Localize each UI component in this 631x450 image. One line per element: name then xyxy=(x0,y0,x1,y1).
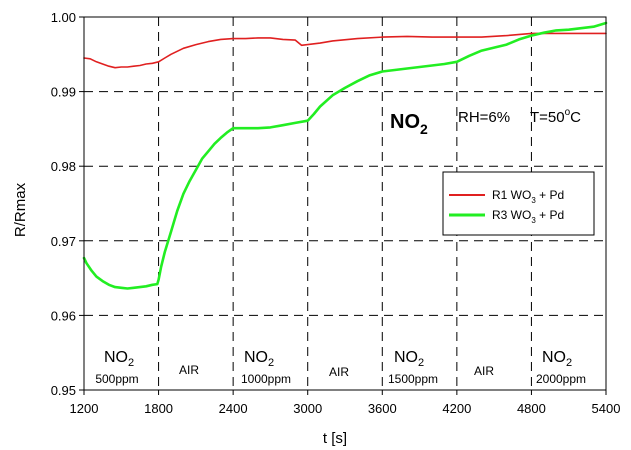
plot-frame xyxy=(83,16,607,391)
x-tick-labels: 1200 1800 2400 3000 3600 4200 4800 5400 xyxy=(70,401,621,416)
x-tick-label: 3000 xyxy=(293,401,322,416)
x-tick-label: 5400 xyxy=(592,401,621,416)
axis-ticks xyxy=(79,16,607,395)
y-tick-label: 0.95 xyxy=(51,383,76,398)
y-tick-label: 0.97 xyxy=(51,234,76,249)
gas-title: NO2 xyxy=(390,111,428,137)
x-tick-label: 2400 xyxy=(219,401,248,416)
phase-1-conc: 500ppm xyxy=(95,372,138,386)
x-tick-label: 1200 xyxy=(70,401,99,416)
phase-5-gas: NO2 xyxy=(394,349,424,369)
phase-4-air: AIR xyxy=(329,365,349,379)
phase-3-gas: NO2 xyxy=(244,349,274,369)
phase-3-conc: 1000ppm xyxy=(241,372,291,386)
x-tick-label: 4200 xyxy=(442,401,471,416)
y-tick-label: 1.00 xyxy=(51,10,76,25)
y-tick-label: 0.98 xyxy=(51,159,76,174)
x-tick-label: 1800 xyxy=(144,401,173,416)
phase-2-air: AIR xyxy=(179,363,199,377)
y-axis-title: R/Rmax xyxy=(12,182,29,237)
temperature-condition: T=50oC xyxy=(530,107,581,126)
x-tick-label: 4800 xyxy=(517,401,546,416)
y-tick-label: 0.96 xyxy=(51,308,76,323)
x-axis-title: t [s] xyxy=(323,430,347,447)
y-tick-label: 0.99 xyxy=(51,85,76,100)
phase-1-gas: NO2 xyxy=(104,349,134,369)
rh-condition: RH=6% xyxy=(458,109,510,126)
series-line-r1 xyxy=(83,32,607,69)
y-tick-labels: 0.95 0.96 0.97 0.98 0.99 1.00 xyxy=(51,10,76,398)
phase-7-conc: 2000ppm xyxy=(536,372,586,386)
legend-box xyxy=(442,171,595,236)
phase-7-gas: NO2 xyxy=(542,349,572,369)
legend: R1 WO3 + Pd R3 WO3 + Pd xyxy=(442,171,595,236)
phase-5-conc: 1500ppm xyxy=(388,372,438,386)
phase-6-air: AIR xyxy=(474,364,494,378)
series-line-r3 xyxy=(82,21,608,290)
x-tick-label: 3600 xyxy=(368,401,397,416)
series-lines xyxy=(82,21,608,290)
phase-labels: NO2 500ppm AIR NO2 1000ppm AIR NO2 1500p… xyxy=(95,349,586,386)
legend-label-r1: R1 WO3 + Pd xyxy=(492,188,564,205)
legend-label-r3: R3 WO3 + Pd xyxy=(492,208,564,225)
